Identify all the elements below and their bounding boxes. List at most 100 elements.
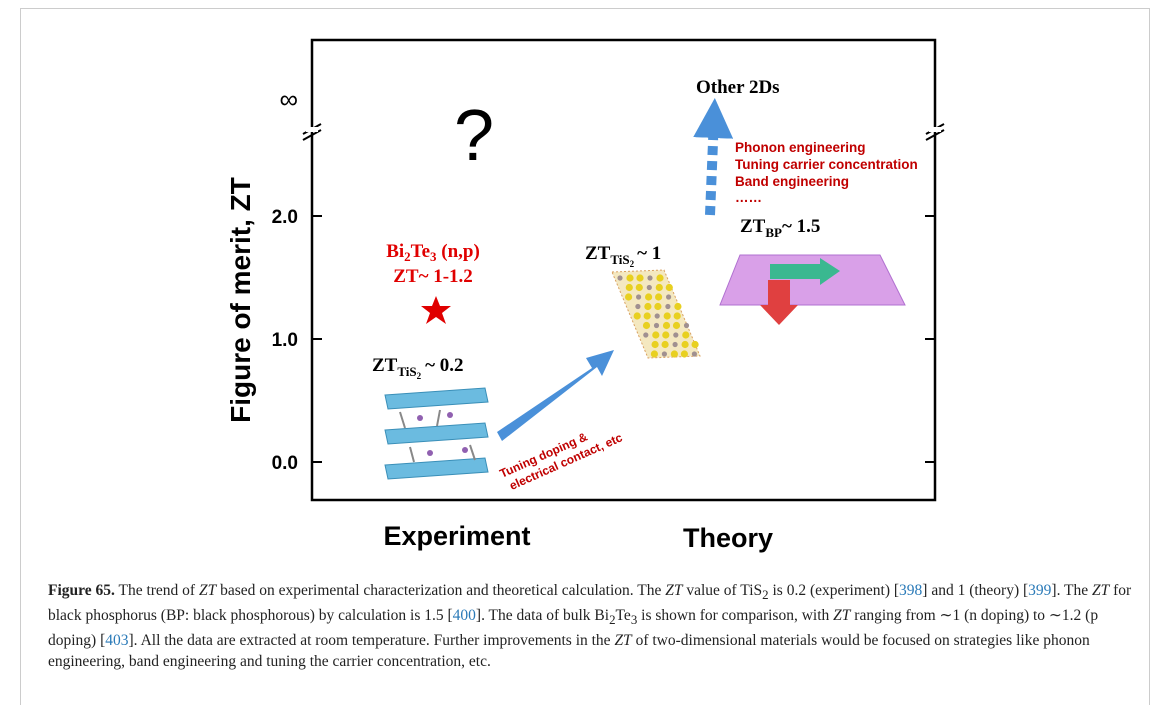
text-run: 403 [105, 632, 129, 650]
text-run: 3 [630, 612, 638, 628]
atom [655, 283, 663, 292]
strategy: Tuning carrier concentration [735, 157, 918, 172]
star [421, 296, 451, 324]
text-run: Te [411, 241, 430, 262]
frame [20, 8, 1150, 705]
text-run: 2 [417, 371, 422, 381]
text-run: 398 [899, 582, 923, 599]
atom [636, 294, 642, 300]
atom [673, 312, 681, 320]
text-run: ~ 1 [637, 243, 661, 264]
text-run: is 0.2 (experiment) [ [768, 582, 900, 599]
atom [662, 321, 671, 330]
atom [674, 302, 682, 311]
atom [691, 351, 698, 357]
y-tick-label: 0.0 [272, 453, 298, 474]
atom [665, 283, 673, 292]
text-run: of two-dimensional materials would be fo… [48, 632, 1090, 671]
atom [670, 350, 679, 358]
text-run: 3 [430, 249, 437, 264]
atom [673, 332, 679, 338]
text-run: 399 [1028, 582, 1052, 599]
bi2te3-zt: ZT~ 1-1.2 [393, 266, 473, 287]
text-run: Figure 65. [48, 582, 115, 599]
atom [647, 275, 653, 281]
dotted-arrow [693, 98, 734, 216]
atom [656, 274, 664, 282]
text-run: ZT [740, 216, 766, 237]
y-axis-label: Figure of merit, ZT [225, 177, 256, 423]
text-run: Bi [386, 241, 404, 262]
x-label: Theory [683, 523, 773, 553]
bulk-structure [384, 387, 489, 480]
atom [644, 302, 652, 311]
atom [645, 293, 653, 301]
text-run: ZT [585, 243, 611, 264]
question-mark: ? [454, 96, 494, 176]
bi2te3-label: Bi2Te3 (n,p) [386, 241, 480, 264]
atom [633, 312, 641, 320]
atom [655, 293, 663, 301]
text-run: ZT [665, 582, 683, 599]
text-run: 2 [609, 612, 616, 628]
y-tick-label: ∞ [279, 84, 298, 114]
text-run: ZT [198, 582, 217, 599]
zt-tis2-theory: ZTTiS2 ~ 1 [585, 243, 661, 269]
atom [672, 341, 678, 348]
atom [661, 351, 668, 357]
atom [635, 303, 641, 310]
atom [654, 313, 660, 319]
atom [682, 331, 690, 339]
atom [650, 350, 659, 358]
strategy: …… [735, 190, 762, 205]
atom [672, 321, 681, 330]
atom [654, 302, 662, 311]
text-run: ]. All the data are extracted at room te… [128, 632, 615, 650]
plot-frame [310, 38, 937, 502]
atom [625, 293, 633, 301]
atom [666, 294, 672, 300]
other-2ds: Other 2Ds [696, 77, 780, 98]
text-run: BP [765, 225, 782, 240]
text-run: for black phosphorus (BP: black phosphor… [48, 582, 1132, 625]
text-run: ZT [614, 632, 632, 650]
atom [691, 340, 699, 349]
text-run: The trend of [114, 582, 199, 599]
text-run: 2 [630, 259, 635, 269]
atom [635, 283, 643, 292]
y-tick-label: 1.0 [272, 330, 298, 351]
atom [653, 322, 660, 329]
zt-bp: ZTBP~ 1.5 [740, 216, 820, 240]
atom [617, 275, 623, 281]
text-run: ZT [372, 355, 398, 376]
atom [680, 350, 689, 358]
atom [663, 312, 671, 320]
atom [642, 321, 651, 330]
text-run: ZT [1092, 582, 1110, 599]
bp-lattice [719, 254, 906, 306]
zt-tis2-experiment: ZTTiS2 ~ 0.2 [372, 355, 464, 381]
bp-arrow [770, 264, 820, 279]
strategy: Phonon engineering [735, 140, 866, 155]
text-run: based on experimental characterization a… [216, 582, 666, 599]
text-run: (n,p) [437, 241, 480, 262]
y-tick-label: 2.0 [272, 207, 298, 228]
atom [665, 303, 671, 310]
text-run: TiS [397, 364, 416, 379]
atom [626, 274, 634, 282]
text-run: is shown for comparison, with [637, 607, 834, 625]
text-run: value of TiS [682, 582, 763, 599]
text-run: ZT [833, 607, 851, 625]
atom [652, 331, 660, 339]
figure: Figure of merit, ZT 0.0 1.0 2.0 ∞ Experi… [225, 38, 945, 553]
text-run: ~ 1.5 [782, 216, 820, 237]
atom [643, 332, 649, 338]
x-label: Experiment [383, 521, 530, 551]
text-run: 400 [452, 607, 476, 625]
arrow [497, 350, 614, 441]
atom [625, 283, 633, 292]
atom [646, 284, 652, 291]
atom [662, 331, 670, 339]
atom [661, 340, 669, 349]
